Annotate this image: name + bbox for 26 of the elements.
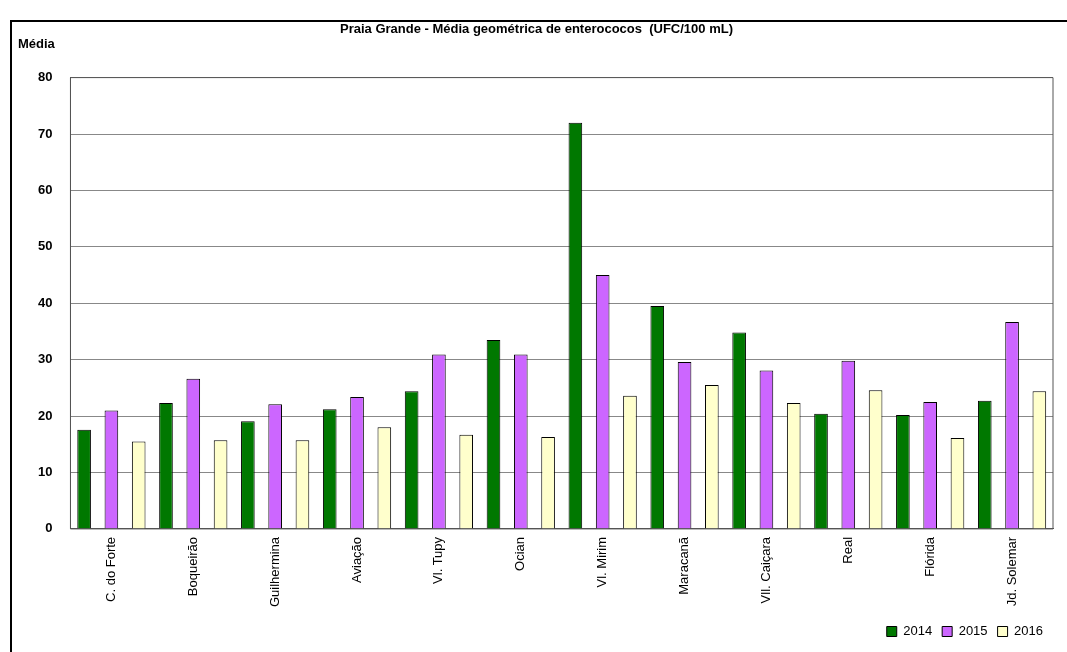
x-tick-label: Guilhermina [266,536,282,608]
y-tick-label: 20 [37,407,53,423]
y-axis-title: Média [18,35,56,51]
x-tick-label: Vl. Mirim [594,536,610,588]
x-tick-label: Vll. Caiçara [758,536,773,604]
y-tick-label: 10 [37,464,53,480]
chart-title: Praia Grande - Média geométrica de enterococos (UFC/100 mL) [339,21,734,37]
x-tick-label: Flórida [921,536,937,577]
y-tick-label: 80 [37,69,53,85]
legend-label: 2014 [903,623,933,639]
x-tick-label: Jd. Solemar [1003,536,1019,607]
x-tick-label: Vl. Tupy [430,536,446,584]
y-tick-label: 30 [37,351,53,367]
x-tick-label: Aviação [348,536,364,583]
legend-label: 2016 [1014,623,1043,639]
x-tick-label: C. do Forte [102,536,118,602]
y-tick-label: 0 [45,520,53,536]
legend-label: 2015 [958,623,988,639]
x-tick-label: Real [839,536,855,564]
y-tick-label: 40 [37,294,53,310]
y-tick-label: 70 [37,125,53,141]
y-tick-label: 60 [37,182,53,198]
x-tick-label: Boqueirão [184,536,200,597]
x-tick-label: Maracanã [676,536,692,595]
y-tick-label: 50 [37,238,53,254]
x-tick-label: Ocian [512,536,528,571]
